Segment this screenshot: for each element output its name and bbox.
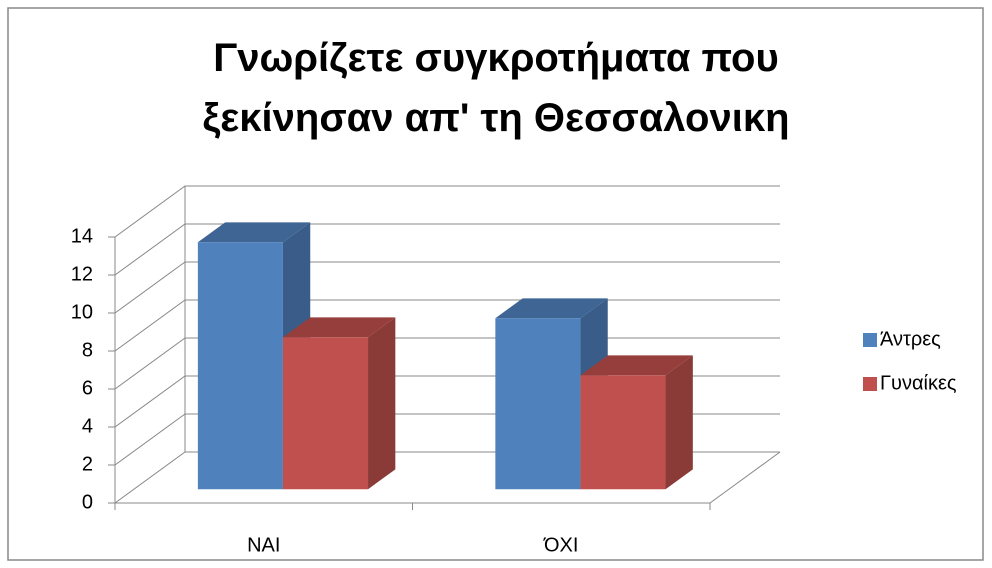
y-tick-label: 12 xyxy=(71,263,93,285)
y-tick-label: 6 xyxy=(82,377,93,399)
grid-line xyxy=(114,185,780,238)
x-tick-label: ΝΑΙ xyxy=(247,534,280,556)
legend-label: Γυναίκες xyxy=(880,372,957,394)
bar-side xyxy=(665,355,693,490)
bar-top xyxy=(197,222,311,243)
grid-line xyxy=(114,223,780,276)
y-tick-label: 8 xyxy=(82,339,93,361)
bar-side xyxy=(368,317,396,490)
bar-top xyxy=(495,298,608,319)
bar xyxy=(580,375,666,490)
floor-edge xyxy=(709,451,781,504)
legend-swatch xyxy=(863,377,877,391)
y-tick-label: 14 xyxy=(71,225,93,247)
y-tick-label: 2 xyxy=(82,453,93,475)
y-tick-label: 10 xyxy=(71,301,93,323)
y-tick-label: 0 xyxy=(82,491,93,513)
chart-title: Γνωρίζετε συγκροτήματα που ξεκίνησαν απ'… xyxy=(202,36,790,140)
y-tick-label: 4 xyxy=(82,415,93,437)
bar xyxy=(282,337,369,490)
bar xyxy=(197,242,283,490)
bar xyxy=(495,318,581,490)
legend-label: Άντρες xyxy=(880,328,941,350)
bar-top xyxy=(282,317,396,338)
bar-top xyxy=(580,355,693,376)
x-tick-label: ΌΧΙ xyxy=(543,534,578,556)
grid-line xyxy=(114,261,780,314)
legend-swatch xyxy=(863,333,877,347)
